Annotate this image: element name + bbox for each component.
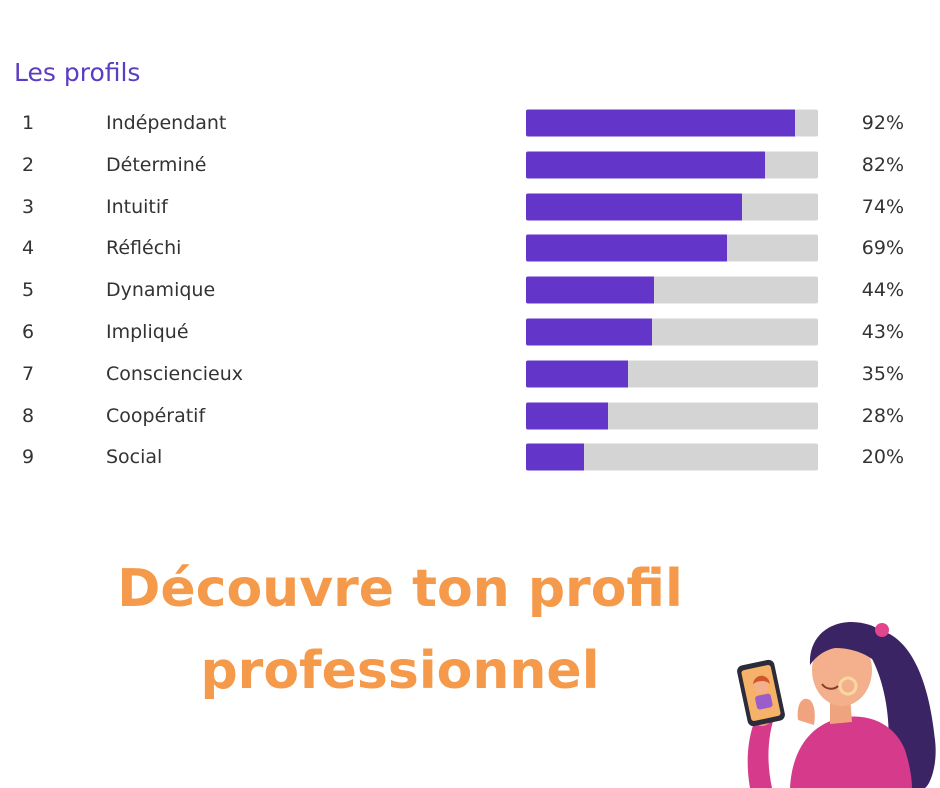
chart-row: 2 Déterminé 82% bbox=[0, 144, 940, 186]
chart-row: 1 Indépendant 92% bbox=[0, 102, 940, 144]
bar bbox=[526, 443, 585, 471]
hair bbox=[809, 621, 894, 680]
bar-track bbox=[526, 360, 818, 388]
row-rank: 2 bbox=[22, 153, 35, 176]
bar bbox=[526, 318, 652, 346]
bar-track bbox=[526, 234, 818, 262]
bar bbox=[526, 151, 766, 179]
row-rank: 1 bbox=[22, 112, 35, 134]
phone-screen-body bbox=[755, 693, 773, 710]
data-label: 69% bbox=[861, 237, 904, 260]
phone-screen-face bbox=[754, 679, 768, 693]
bar bbox=[526, 402, 608, 430]
earring bbox=[838, 676, 858, 696]
chart-title: Les profils bbox=[14, 58, 141, 87]
category-label: Réfléchi bbox=[106, 237, 182, 260]
chart-row: 6 Impliqué 43% bbox=[0, 311, 940, 353]
bar-track bbox=[526, 318, 818, 346]
bar-track bbox=[526, 193, 818, 221]
row-rank: 4 bbox=[22, 237, 35, 260]
bar bbox=[526, 360, 629, 388]
bar-track bbox=[526, 109, 818, 137]
headline-line-1: Découvre ton profil bbox=[117, 559, 683, 619]
bar bbox=[526, 193, 743, 221]
category-label: Intuitif bbox=[106, 195, 168, 218]
bar-track bbox=[526, 402, 818, 430]
chart-row: 3 Intuitif 74% bbox=[0, 186, 940, 228]
category-label: Impliqué bbox=[106, 321, 189, 343]
row-rank: 5 bbox=[22, 279, 35, 302]
bar bbox=[526, 109, 795, 137]
category-label: Coopératif bbox=[106, 404, 206, 427]
row-rank: 6 bbox=[22, 321, 35, 343]
headline: Découvre ton profil professionnel bbox=[0, 548, 800, 712]
data-label: 35% bbox=[861, 362, 904, 385]
phone-screen-hair bbox=[753, 675, 770, 684]
phone-arm bbox=[747, 710, 775, 788]
bar bbox=[526, 234, 728, 262]
bar-track bbox=[526, 443, 818, 471]
headline-line-2: professionnel bbox=[200, 641, 600, 701]
category-label: Indépendant bbox=[106, 112, 227, 134]
row-rank: 7 bbox=[22, 362, 35, 385]
bar bbox=[526, 276, 655, 304]
chart-row: 9 Social 20% bbox=[0, 436, 940, 478]
data-label: 28% bbox=[861, 404, 904, 427]
woman-holding-phone-illustration bbox=[737, 621, 936, 788]
category-label: Déterminé bbox=[106, 153, 207, 176]
chart-row: 7 Consciencieux 35% bbox=[0, 353, 940, 395]
chart-row: 8 Coopératif 28% bbox=[0, 395, 940, 437]
category-label: Social bbox=[106, 446, 163, 469]
data-label: 92% bbox=[861, 112, 904, 134]
raised-hand bbox=[797, 698, 815, 725]
data-label: 43% bbox=[861, 321, 904, 343]
profile-bar-chart: 1 Indépendant 92% 2 Déterminé 82% 3 Intuitif 74%… bbox=[0, 102, 940, 478]
chart-row: 4 Réfléchi 69% bbox=[0, 227, 940, 269]
data-label: 74% bbox=[861, 195, 904, 218]
category-label: Dynamique bbox=[106, 279, 216, 302]
data-label: 20% bbox=[861, 446, 904, 469]
data-label: 82% bbox=[861, 153, 904, 176]
row-rank: 9 bbox=[22, 446, 35, 469]
bar-track bbox=[526, 151, 818, 179]
chart-row: 5 Dynamique 44% bbox=[0, 269, 940, 311]
bar-track bbox=[526, 276, 818, 304]
row-rank: 3 bbox=[22, 195, 35, 218]
smile bbox=[821, 683, 839, 690]
data-label: 44% bbox=[861, 279, 904, 302]
hair-tie bbox=[875, 623, 889, 637]
category-label: Consciencieux bbox=[106, 362, 243, 385]
sweater bbox=[790, 716, 912, 788]
row-rank: 8 bbox=[22, 404, 35, 427]
